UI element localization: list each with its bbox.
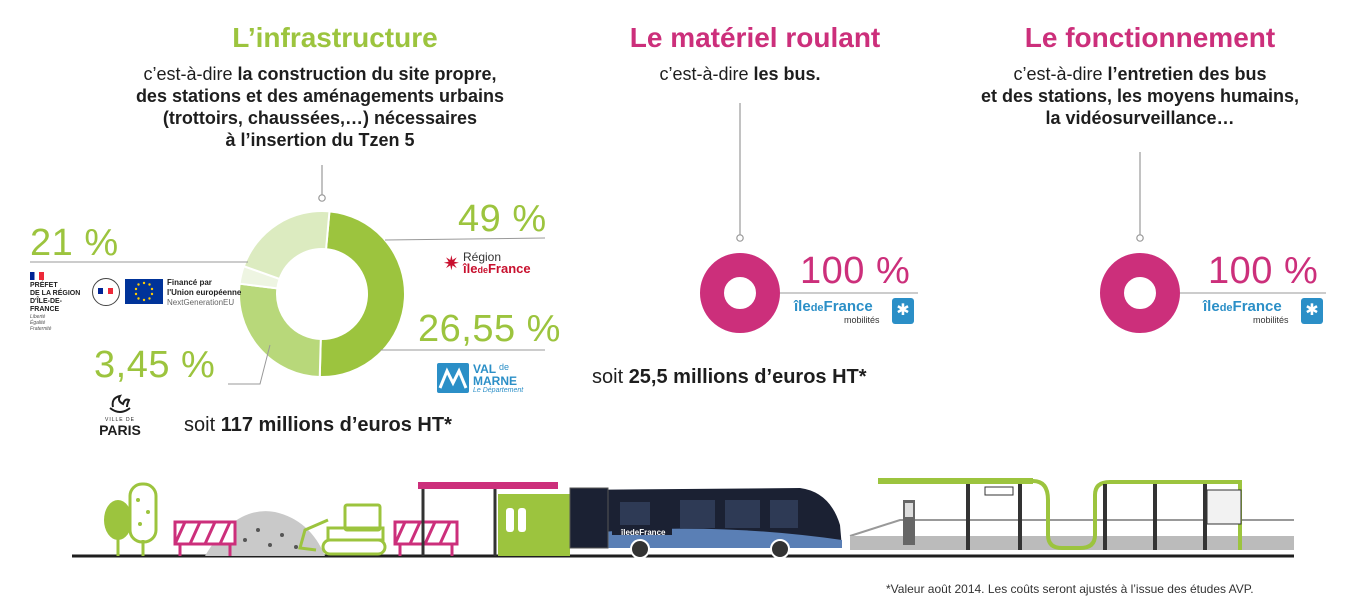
region-idf-bottom-c: France [487,261,531,276]
rolling-stock-subtitle: c’est-à-dire les bus. [590,63,890,85]
infrastructure-total-bold: 117 millions d’euros HT* [220,414,452,436]
share-2655-label: 26,55 % [418,308,561,350]
rolling-stock-total-prefix: soit [592,366,629,388]
eu-line3: NextGenerationEU [167,298,235,307]
share-49-label: 49 % [458,198,547,240]
infrastructure-subtitle-prefix: c’est-à-dire [143,64,238,84]
rs-idfm-b: de [810,302,824,314]
operation-subtitle: c’est-à-dire l’entretien des bus et des … [940,63,1340,129]
rs-idfm-a: île [794,298,811,315]
rs-connector-dot [736,234,744,242]
operation-title: Le fonctionnement [1024,22,1276,53]
rolling-stock-subtitle-prefix: c’est-à-dire [659,64,754,84]
infrastructure-subtitle: c’est-à-dire la construction du site pro… [100,63,540,151]
region-idf-bottom-b: de [477,265,488,275]
donut-slice-3 [242,210,331,281]
op-idfm-b: de [1219,302,1233,314]
operation-subtitle-prefix: c’est-à-dire [1013,64,1108,84]
val-de-marne-b: de [499,362,510,372]
eu-text: Financé par l'Union européenne NextGener… [167,278,262,308]
op-idfm-sub: mobilités [1253,315,1289,325]
bus-icon [569,487,842,559]
rs-idfm-sub: mobilités [844,315,880,325]
region-idf-bottom-a: île [463,261,478,276]
rs-idfm-logo: îledeFrance mobilités ✱ [794,298,916,326]
region-idf-star-icon: ✷ [443,253,460,275]
donut-slice-0 [318,210,406,378]
france-relance-icon [92,278,120,306]
infrastructure-total: soit 117 millions d’euros HT* [184,414,452,437]
infrastructure-subtitle-bold: la construction du site propre, des stat… [135,64,505,150]
marianne-flag-icon [30,272,44,280]
paris-logo: VILLE DE PARIS [94,394,146,440]
share-21-label: 21 % [30,222,119,264]
op-share-label: 100 % [1208,250,1319,292]
val-de-marne-d: Le Département [473,387,524,394]
bus-shelter-left-icon [418,482,570,556]
op-idfm-person-icon: ✱ [1301,298,1323,324]
infrastructure-donut [238,210,406,378]
op-idfm-text: îledeFrance [1203,298,1282,315]
bus-brand-text: îledeFrance [621,528,666,537]
leader-345 [228,344,271,385]
rs-idfm-person-icon: ✱ [892,298,914,324]
val-de-marne-a: VAL [473,362,497,376]
rs-idfm-text: îledeFrance [794,298,873,315]
paris-ship-icon [109,394,131,413]
prefet-text: PRÉFET DE LA RÉGION D'ÎLE-DE-FRANCE [30,282,81,313]
rs-idfm-c: France [823,298,873,315]
op-idfm-logo: îledeFrance mobilités ✱ [1203,298,1325,326]
infra-connector-dot [318,194,326,202]
region-idf-logo: ✷ Région îledeFrance [443,250,543,276]
op-idfm-c: France [1232,298,1282,315]
bus-station-right-icon [849,478,1294,550]
region-idf-bottom: îledeFrance [463,261,531,276]
eu-line1: Financé par [167,278,212,287]
footnote: *Valeur août 2014. Les coûts seront ajus… [886,582,1254,596]
op-idfm-a: île [1203,298,1220,315]
val-de-marne-c: MARNE [473,374,517,388]
paris-small: VILLE DE [105,417,135,423]
op-donut [1100,253,1180,333]
eu-line2: l'Union européenne [167,288,242,297]
paris-text: PARIS [99,422,141,438]
rolling-stock-total-bold: 25,5 millions d’euros HT* [628,366,867,388]
rs-share-label: 100 % [800,250,911,292]
leader-49 [384,237,546,241]
bulldozer-icon [298,503,387,556]
donut-slice-1 [238,282,322,378]
region-idf-top: Région [463,250,502,264]
share-345-label: 3,45 % [94,344,216,386]
infrastructure-total-prefix: soit [184,414,221,436]
rolling-stock-subtitle-bold: les bus. [753,64,821,84]
barrier-icon-right [393,520,459,556]
barrier-icon-left [173,520,237,556]
rs-donut [700,253,780,333]
rolling-stock-total: soit 25,5 millions d’euros HT* [592,366,867,389]
operation-subtitle-bold: l’entretien des bus et des stations, les… [980,64,1300,128]
val-de-marne-logo: VAL de MARNE Le Département [437,362,527,396]
eu-flag-icon [125,279,163,304]
val-de-marne-mark-icon [437,363,469,393]
op-connector-dot [1136,234,1144,242]
trees-icon [104,482,158,556]
prefet-logo: PRÉFET DE LA RÉGION D'ÎLE-DE-FRANCE Libe… [30,272,90,332]
rolling-stock-title: Le matériel roulant [629,22,881,53]
prefet-motto: Liberté Égalité Fraternité [30,314,52,332]
infrastructure-title: L’infrastructure [232,22,438,53]
